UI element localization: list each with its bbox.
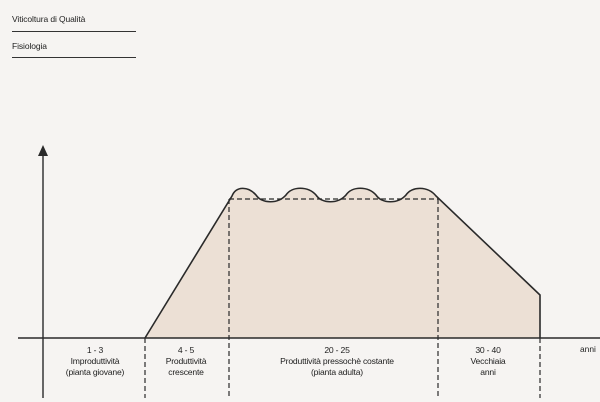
phase-2-years: 4 - 5 xyxy=(177,345,195,355)
phase-label-4: 30 - 40 Vecchiaia anni xyxy=(433,345,543,378)
phase-1-years: 1 - 3 xyxy=(86,345,104,355)
header-subtitle: Fisiologia xyxy=(12,41,47,51)
phase-1-line1: Improduttività xyxy=(70,356,120,366)
header-subtitle-rule xyxy=(12,57,136,58)
phase-4-line2: anni xyxy=(480,367,496,377)
productivity-curve xyxy=(144,187,541,339)
productivity-area xyxy=(145,188,540,338)
phase-3-line1: Produttività pressochè costante xyxy=(280,356,394,366)
y-axis-arrow xyxy=(38,145,48,156)
phase-label-2: 4 - 5 Produttività crescente xyxy=(131,345,241,378)
phase-4-years: 30 - 40 xyxy=(475,345,501,355)
header-title-rule xyxy=(12,31,136,32)
phase-1-line2: (pianta giovane) xyxy=(65,367,125,377)
phase-4-line1: Vecchiaia xyxy=(470,356,506,366)
phase-label-3: 20 - 25 Produttività pressochè costante … xyxy=(262,345,412,378)
phase-2-line2: crescente xyxy=(168,367,204,377)
phase-3-years: 20 - 25 xyxy=(324,345,350,355)
header-title: Viticoltura di Qualità xyxy=(12,14,86,24)
phase-label-1: 1 - 3 Improduttività (pianta giovane) xyxy=(40,345,150,378)
phase-2-line1: Produttività xyxy=(165,356,207,366)
x-axis-unit: anni xyxy=(580,344,596,354)
phase-3-line2: (pianta adulta) xyxy=(311,367,363,377)
